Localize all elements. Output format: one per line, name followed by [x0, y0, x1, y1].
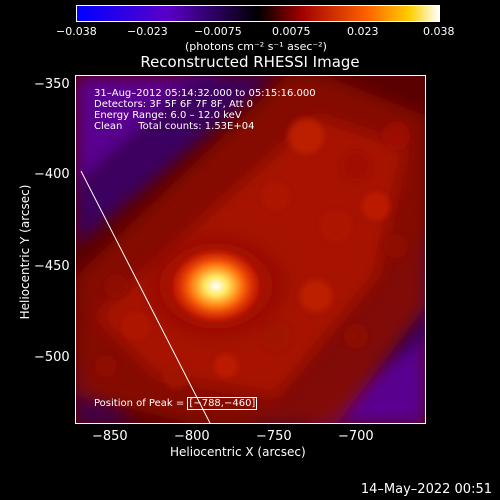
solar-limb-line [80, 170, 211, 423]
x-tick: −700 [338, 429, 374, 444]
colorbar-tick: 0.023 [347, 25, 379, 38]
x-axis-label: Heliocentric X (arcsec) [170, 445, 306, 459]
x-tick: −850 [92, 429, 128, 444]
colorbar-tick: −0.0075 [194, 25, 242, 38]
rhessi-image-panel: 31–Aug–2012 05:14:32.000 to 05:15:16.000… [75, 75, 426, 424]
colorbar-tick: 0.0075 [272, 25, 311, 38]
footer-date: 14–May–2022 00:51 [360, 482, 492, 497]
energy-range-label: Energy Range: 6.0 – 12.0 keV [94, 110, 242, 121]
peak-label: Position of Peak = [94, 398, 185, 409]
colorbar-tick: −0.038 [56, 25, 97, 38]
peak-value: [−788,−460] [187, 397, 258, 410]
y-tick: −350 [34, 77, 70, 92]
y-axis-label: Heliocentric Y (arcsec) [18, 184, 32, 320]
plot-title: Reconstructed RHESSI Image [140, 53, 360, 71]
y-tick: −450 [34, 259, 70, 274]
x-tick: −750 [256, 429, 292, 444]
colorbar-tick: −0.023 [127, 25, 168, 38]
y-tick: −400 [34, 167, 70, 182]
time-range-label: 31–Aug–2012 05:14:32.000 to 05:15:16.000 [94, 88, 316, 99]
colorbar-tick: 0.038 [423, 25, 455, 38]
detectors-label: Detectors: 3F 5F 6F 7F 8F, Att 0 [94, 99, 254, 110]
colorbar [76, 5, 440, 22]
total-counts-label: Clean Total counts: 1.53E+04 [94, 121, 255, 132]
peak-position: Position of Peak = [−788,−460] [94, 397, 258, 410]
rhessi-image [76, 76, 425, 423]
y-tick: −500 [34, 350, 70, 365]
colorbar-unit: (photons cm⁻² s⁻¹ asec⁻²) [185, 40, 327, 53]
x-tick: −800 [174, 429, 210, 444]
